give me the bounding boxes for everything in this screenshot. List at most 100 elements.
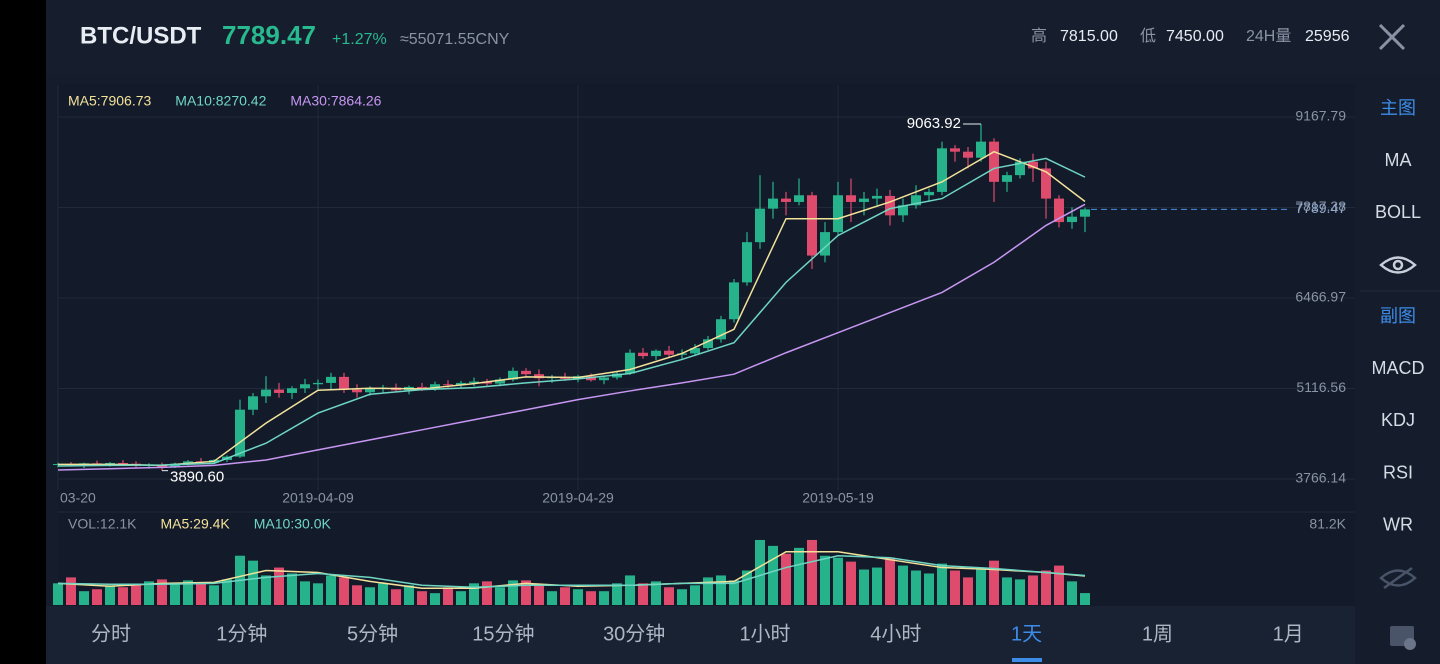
volume-bar [1015, 579, 1025, 605]
volume-bar [66, 577, 76, 605]
volume-bar [183, 580, 193, 605]
candle-body [313, 382, 323, 385]
volume-bar [131, 584, 141, 605]
volume-bar [365, 587, 375, 605]
candle-body [833, 195, 843, 233]
sidebar-item[interactable]: MA [1385, 150, 1412, 170]
candle-body [846, 195, 856, 202]
candle-body [950, 148, 960, 152]
volume-bar [937, 563, 947, 605]
timeframe-tab[interactable]: 4小时 [870, 622, 921, 645]
candle-body [703, 339, 713, 349]
timeframe-tab[interactable]: 1小时 [739, 622, 790, 645]
volume-bar [495, 587, 505, 605]
volume-bar [612, 583, 622, 605]
candle-body [651, 350, 661, 357]
vol-label: 24H量 [1246, 28, 1291, 45]
candle-body [248, 396, 258, 410]
volume-bar [92, 589, 102, 605]
sidebar-item[interactable]: MACD [1372, 358, 1425, 378]
candle-body [1002, 175, 1012, 182]
timeframe-tab[interactable]: 15分钟 [472, 622, 534, 645]
candle-body [365, 388, 375, 393]
candle-body [690, 348, 700, 354]
candle-body [469, 381, 479, 383]
volume-bar [703, 577, 713, 605]
sidebar-item[interactable]: BOLL [1375, 202, 1421, 222]
timeframe-tab[interactable]: 30分钟 [603, 622, 665, 645]
settings-icon[interactable] [1390, 626, 1416, 650]
low-label: 低 [1140, 27, 1156, 45]
vol: 25956 [1305, 28, 1350, 45]
y-tick-label: 5116.56 [1296, 379, 1346, 395]
volume-bar [599, 591, 609, 605]
cny: ≈55071.55CNY [400, 31, 510, 48]
sidebar-item[interactable]: RSI [1383, 462, 1413, 482]
candle-body [911, 195, 921, 206]
volume-bar [79, 591, 89, 605]
sidebar-item[interactable]: WR [1383, 515, 1413, 535]
timeframe-tab[interactable]: 5分钟 [347, 622, 398, 645]
candle-body [625, 352, 635, 374]
volume-bar [196, 583, 206, 605]
candle-body [859, 198, 869, 202]
volume-bar [794, 547, 804, 605]
volume-bar [1028, 575, 1038, 605]
candle-body [716, 319, 726, 340]
candle-body [937, 148, 947, 192]
candle-body [352, 389, 362, 393]
volume-bar [742, 570, 752, 605]
candle-body [781, 198, 791, 202]
vol-tick-label: 81.2K [1309, 516, 1346, 532]
sidebar-heading: 主图 [1380, 98, 1416, 118]
close-button[interactable] [1378, 23, 1406, 51]
candle-body [274, 389, 284, 393]
volume-bar [521, 580, 531, 605]
volume-bar [638, 583, 648, 605]
low: 7450.00 [1166, 28, 1224, 45]
timeframe-tab[interactable]: 1分钟 [216, 622, 267, 645]
volume-bar [911, 570, 921, 605]
eye-icon[interactable] [1379, 256, 1417, 274]
vol-ma-line [57, 554, 1086, 589]
header-bg [46, 0, 1440, 74]
candle-body [989, 141, 999, 182]
volume-bar [53, 583, 63, 605]
candle-body [898, 205, 908, 216]
candle-body [261, 389, 271, 397]
timeframe-tab[interactable]: 1月 [1273, 623, 1304, 645]
candle-body [534, 374, 544, 379]
vol-legend: VOL:12.1K [68, 516, 137, 532]
candle-body [820, 232, 830, 256]
volume-bar [378, 583, 388, 605]
timeframe-tab[interactable]: 1天 [1011, 623, 1042, 645]
volume-bar [768, 545, 778, 605]
ma-line [57, 157, 1086, 467]
x-tick-label: 2019-04-09 [282, 490, 354, 506]
candle-body [118, 462, 128, 464]
volume-bar [651, 581, 661, 605]
volume-bar [274, 567, 284, 605]
last-price-label: 7789.47 [1295, 200, 1346, 216]
ma-legend: MA10:8270.42 [175, 93, 266, 109]
candle-body [1028, 161, 1038, 169]
candle-body [1067, 216, 1077, 223]
active-tab-indicator [1012, 658, 1042, 662]
ma-legend: MA30:7864.26 [290, 93, 381, 109]
volume-bar [157, 579, 167, 605]
pair: BTC/USDT [80, 22, 202, 49]
candle-body [183, 461, 193, 464]
sidebar-item[interactable]: KDJ [1381, 410, 1415, 430]
timeframe-tab[interactable]: 1周 [1142, 623, 1173, 645]
volume-bar [469, 583, 479, 605]
volume-bar [586, 591, 596, 605]
eye-off-icon[interactable] [1379, 566, 1417, 590]
timeframe-tab[interactable]: 分时 [91, 622, 131, 645]
ma-line [57, 203, 1086, 471]
x-tick-label: 2019-04-29 [542, 490, 614, 506]
candle-body [1054, 198, 1064, 223]
candle-body [885, 195, 895, 216]
candle-body [508, 370, 518, 380]
candle-body [1041, 168, 1051, 199]
